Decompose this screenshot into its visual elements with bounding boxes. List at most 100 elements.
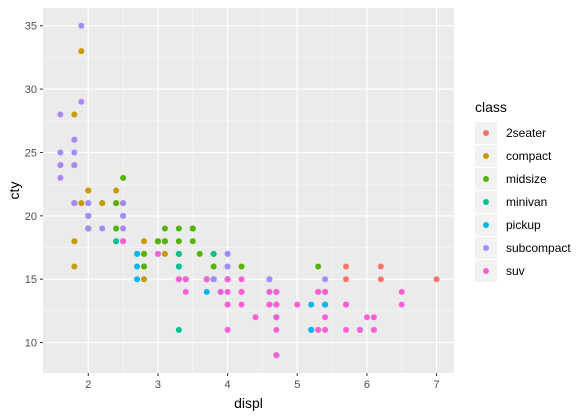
point-midsize <box>141 263 148 270</box>
point-subcompact <box>85 212 92 219</box>
legend-label-compact: compact <box>506 149 552 163</box>
point-suv <box>120 238 127 245</box>
point-pickup <box>134 250 141 257</box>
point-suv <box>217 288 224 295</box>
data-points <box>57 22 440 359</box>
legend-label-minivan: minivan <box>506 195 547 209</box>
point-compact <box>99 200 106 207</box>
legend-label-suv: suv <box>506 264 525 278</box>
x-axis: 2 3 4 5 6 7 <box>85 373 440 391</box>
legend-swatch-pickup <box>483 222 489 228</box>
point-suv <box>238 301 245 308</box>
point-suv <box>182 276 189 283</box>
legend-swatch-subcompact <box>483 245 489 251</box>
point-compact <box>113 187 120 194</box>
point-pickup <box>308 326 315 333</box>
legend-label-subcompact: subcompact <box>506 241 571 255</box>
point-suv <box>273 288 280 295</box>
point-suv <box>182 288 189 295</box>
point-midsize <box>113 225 120 232</box>
point-midsize <box>175 225 182 232</box>
point-2seater <box>377 276 384 283</box>
point-subcompact <box>71 200 78 207</box>
point-subcompact <box>57 111 64 118</box>
point-midsize <box>238 263 245 270</box>
point-suv <box>322 326 329 333</box>
y-axis-title: cty <box>6 182 22 200</box>
point-subcompact <box>120 225 127 232</box>
point-compact <box>71 238 78 245</box>
point-suv <box>398 288 405 295</box>
point-compact <box>141 238 148 245</box>
point-pickup <box>203 288 210 295</box>
point-2seater <box>343 276 350 283</box>
point-subcompact <box>120 212 127 219</box>
point-subcompact <box>57 174 64 181</box>
x-tick-label: 3 <box>155 379 161 391</box>
point-suv <box>175 276 182 283</box>
legend-label-pickup: pickup <box>506 218 541 232</box>
point-suv <box>266 301 273 308</box>
legend-swatch-2seater <box>483 130 489 136</box>
point-suv <box>343 326 350 333</box>
point-minivan <box>175 250 182 257</box>
point-suv <box>273 314 280 321</box>
point-suv <box>224 326 231 333</box>
point-minivan <box>175 326 182 333</box>
point-subcompact <box>322 276 329 283</box>
point-midsize <box>161 225 168 232</box>
point-2seater <box>343 263 350 270</box>
point-suv <box>370 314 377 321</box>
point-subcompact <box>99 225 106 232</box>
point-compact <box>85 187 92 194</box>
y-tick-label: 30 <box>25 84 37 96</box>
point-suv <box>273 326 280 333</box>
y-tick-label: 20 <box>25 211 37 223</box>
point-suv <box>224 276 231 283</box>
point-compact <box>78 200 85 207</box>
point-pickup <box>134 263 141 270</box>
point-suv <box>398 301 405 308</box>
point-suv <box>315 326 322 333</box>
point-compact <box>71 111 78 118</box>
point-midsize <box>210 263 217 270</box>
y-tick-label: 10 <box>25 338 37 350</box>
point-midsize <box>175 238 182 245</box>
point-suv <box>238 276 245 283</box>
legend-title: class <box>475 99 507 115</box>
legend-swatch-compact <box>483 153 489 159</box>
minor-gridlines <box>43 8 454 373</box>
point-subcompact <box>85 200 92 207</box>
x-tick-label: 6 <box>364 379 370 391</box>
point-midsize <box>113 200 120 207</box>
point-subcompact <box>224 263 231 270</box>
point-subcompact <box>71 162 78 169</box>
point-midsize <box>189 238 196 245</box>
point-2seater <box>433 276 440 283</box>
point-minivan <box>113 238 120 245</box>
point-suv <box>238 288 245 295</box>
point-midsize <box>141 250 148 257</box>
point-midsize <box>154 238 161 245</box>
legend-swatch-minivan <box>483 199 489 205</box>
point-suv <box>266 288 273 295</box>
y-tick-label: 35 <box>25 21 37 33</box>
x-tick-label: 5 <box>294 379 300 391</box>
point-midsize <box>189 225 196 232</box>
major-gridlines <box>43 8 454 373</box>
point-compact <box>78 48 85 55</box>
point-2seater <box>377 263 384 270</box>
y-tick-label: 25 <box>25 147 37 159</box>
point-compact <box>141 276 148 283</box>
point-suv <box>203 276 210 283</box>
point-suv <box>356 326 363 333</box>
y-axis: 10 15 20 25 30 35 <box>25 21 43 350</box>
point-subcompact <box>57 162 64 169</box>
point-midsize <box>120 174 127 181</box>
point-suv <box>154 250 161 257</box>
point-subcompact <box>78 22 85 29</box>
x-axis-title: displ <box>234 395 263 411</box>
point-subcompact <box>57 149 64 156</box>
point-suv <box>224 301 231 308</box>
